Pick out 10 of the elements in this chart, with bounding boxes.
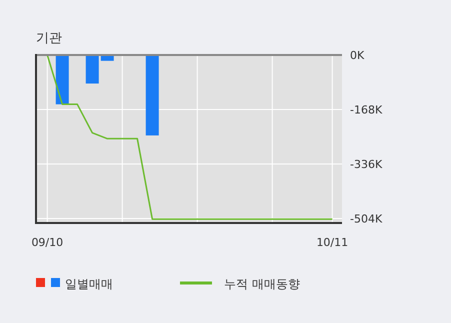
line-series [46, 54, 334, 220]
y-tick-label: 0K [350, 49, 365, 62]
legend-label: 일별매매 [65, 277, 113, 291]
chart-title: 기관 [36, 31, 62, 46]
y-tick-label: -168K [350, 103, 383, 116]
y-tick-label: -504K [350, 212, 383, 226]
y-tick-label: -336K [350, 158, 383, 171]
x-tick-label: 09/10 [31, 236, 64, 249]
x-tick-label: 10/11 [316, 236, 348, 249]
legend-label: 누적 매매동향 [224, 277, 300, 291]
